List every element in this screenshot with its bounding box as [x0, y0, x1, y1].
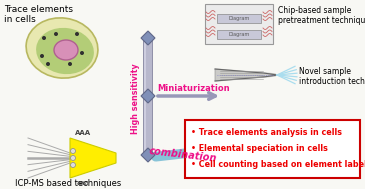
Circle shape [68, 62, 72, 66]
Polygon shape [70, 138, 116, 178]
Polygon shape [141, 148, 155, 162]
FancyBboxPatch shape [143, 37, 153, 156]
Text: combination: combination [148, 146, 217, 163]
Text: • Elemental speciation in cells: • Elemental speciation in cells [191, 144, 328, 153]
Circle shape [54, 32, 58, 36]
FancyBboxPatch shape [144, 38, 146, 155]
Polygon shape [141, 89, 155, 103]
Circle shape [70, 149, 76, 153]
Text: • Cell counting based on element labels: • Cell counting based on element labels [191, 160, 365, 169]
Text: Diagram: Diagram [228, 32, 250, 37]
Text: AAA: AAA [75, 130, 91, 136]
FancyBboxPatch shape [217, 30, 261, 39]
Text: High sensitivity: High sensitivity [131, 63, 140, 134]
Ellipse shape [54, 40, 78, 60]
FancyBboxPatch shape [217, 14, 261, 23]
FancyBboxPatch shape [205, 4, 273, 44]
Polygon shape [141, 31, 155, 45]
Text: Trace elements
in cells: Trace elements in cells [4, 5, 73, 24]
Circle shape [46, 62, 50, 66]
Circle shape [40, 54, 44, 58]
Ellipse shape [26, 18, 98, 78]
Text: Novel sample
introduction techniques: Novel sample introduction techniques [299, 67, 365, 86]
Circle shape [80, 51, 84, 55]
Text: aaa: aaa [77, 180, 89, 186]
Text: Miniaturization: Miniaturization [157, 84, 230, 93]
Text: Diagram: Diagram [228, 16, 250, 21]
Ellipse shape [36, 28, 94, 74]
Circle shape [70, 156, 76, 160]
Circle shape [70, 163, 76, 167]
Text: ICP-MS based techniques: ICP-MS based techniques [15, 179, 121, 188]
Text: Chip-based sample
pretreatment techniques: Chip-based sample pretreatment technique… [278, 6, 365, 25]
Polygon shape [215, 69, 275, 81]
FancyBboxPatch shape [185, 120, 360, 178]
Circle shape [42, 36, 46, 40]
Text: • Trace elements analysis in cells: • Trace elements analysis in cells [191, 128, 342, 137]
Circle shape [75, 32, 79, 36]
